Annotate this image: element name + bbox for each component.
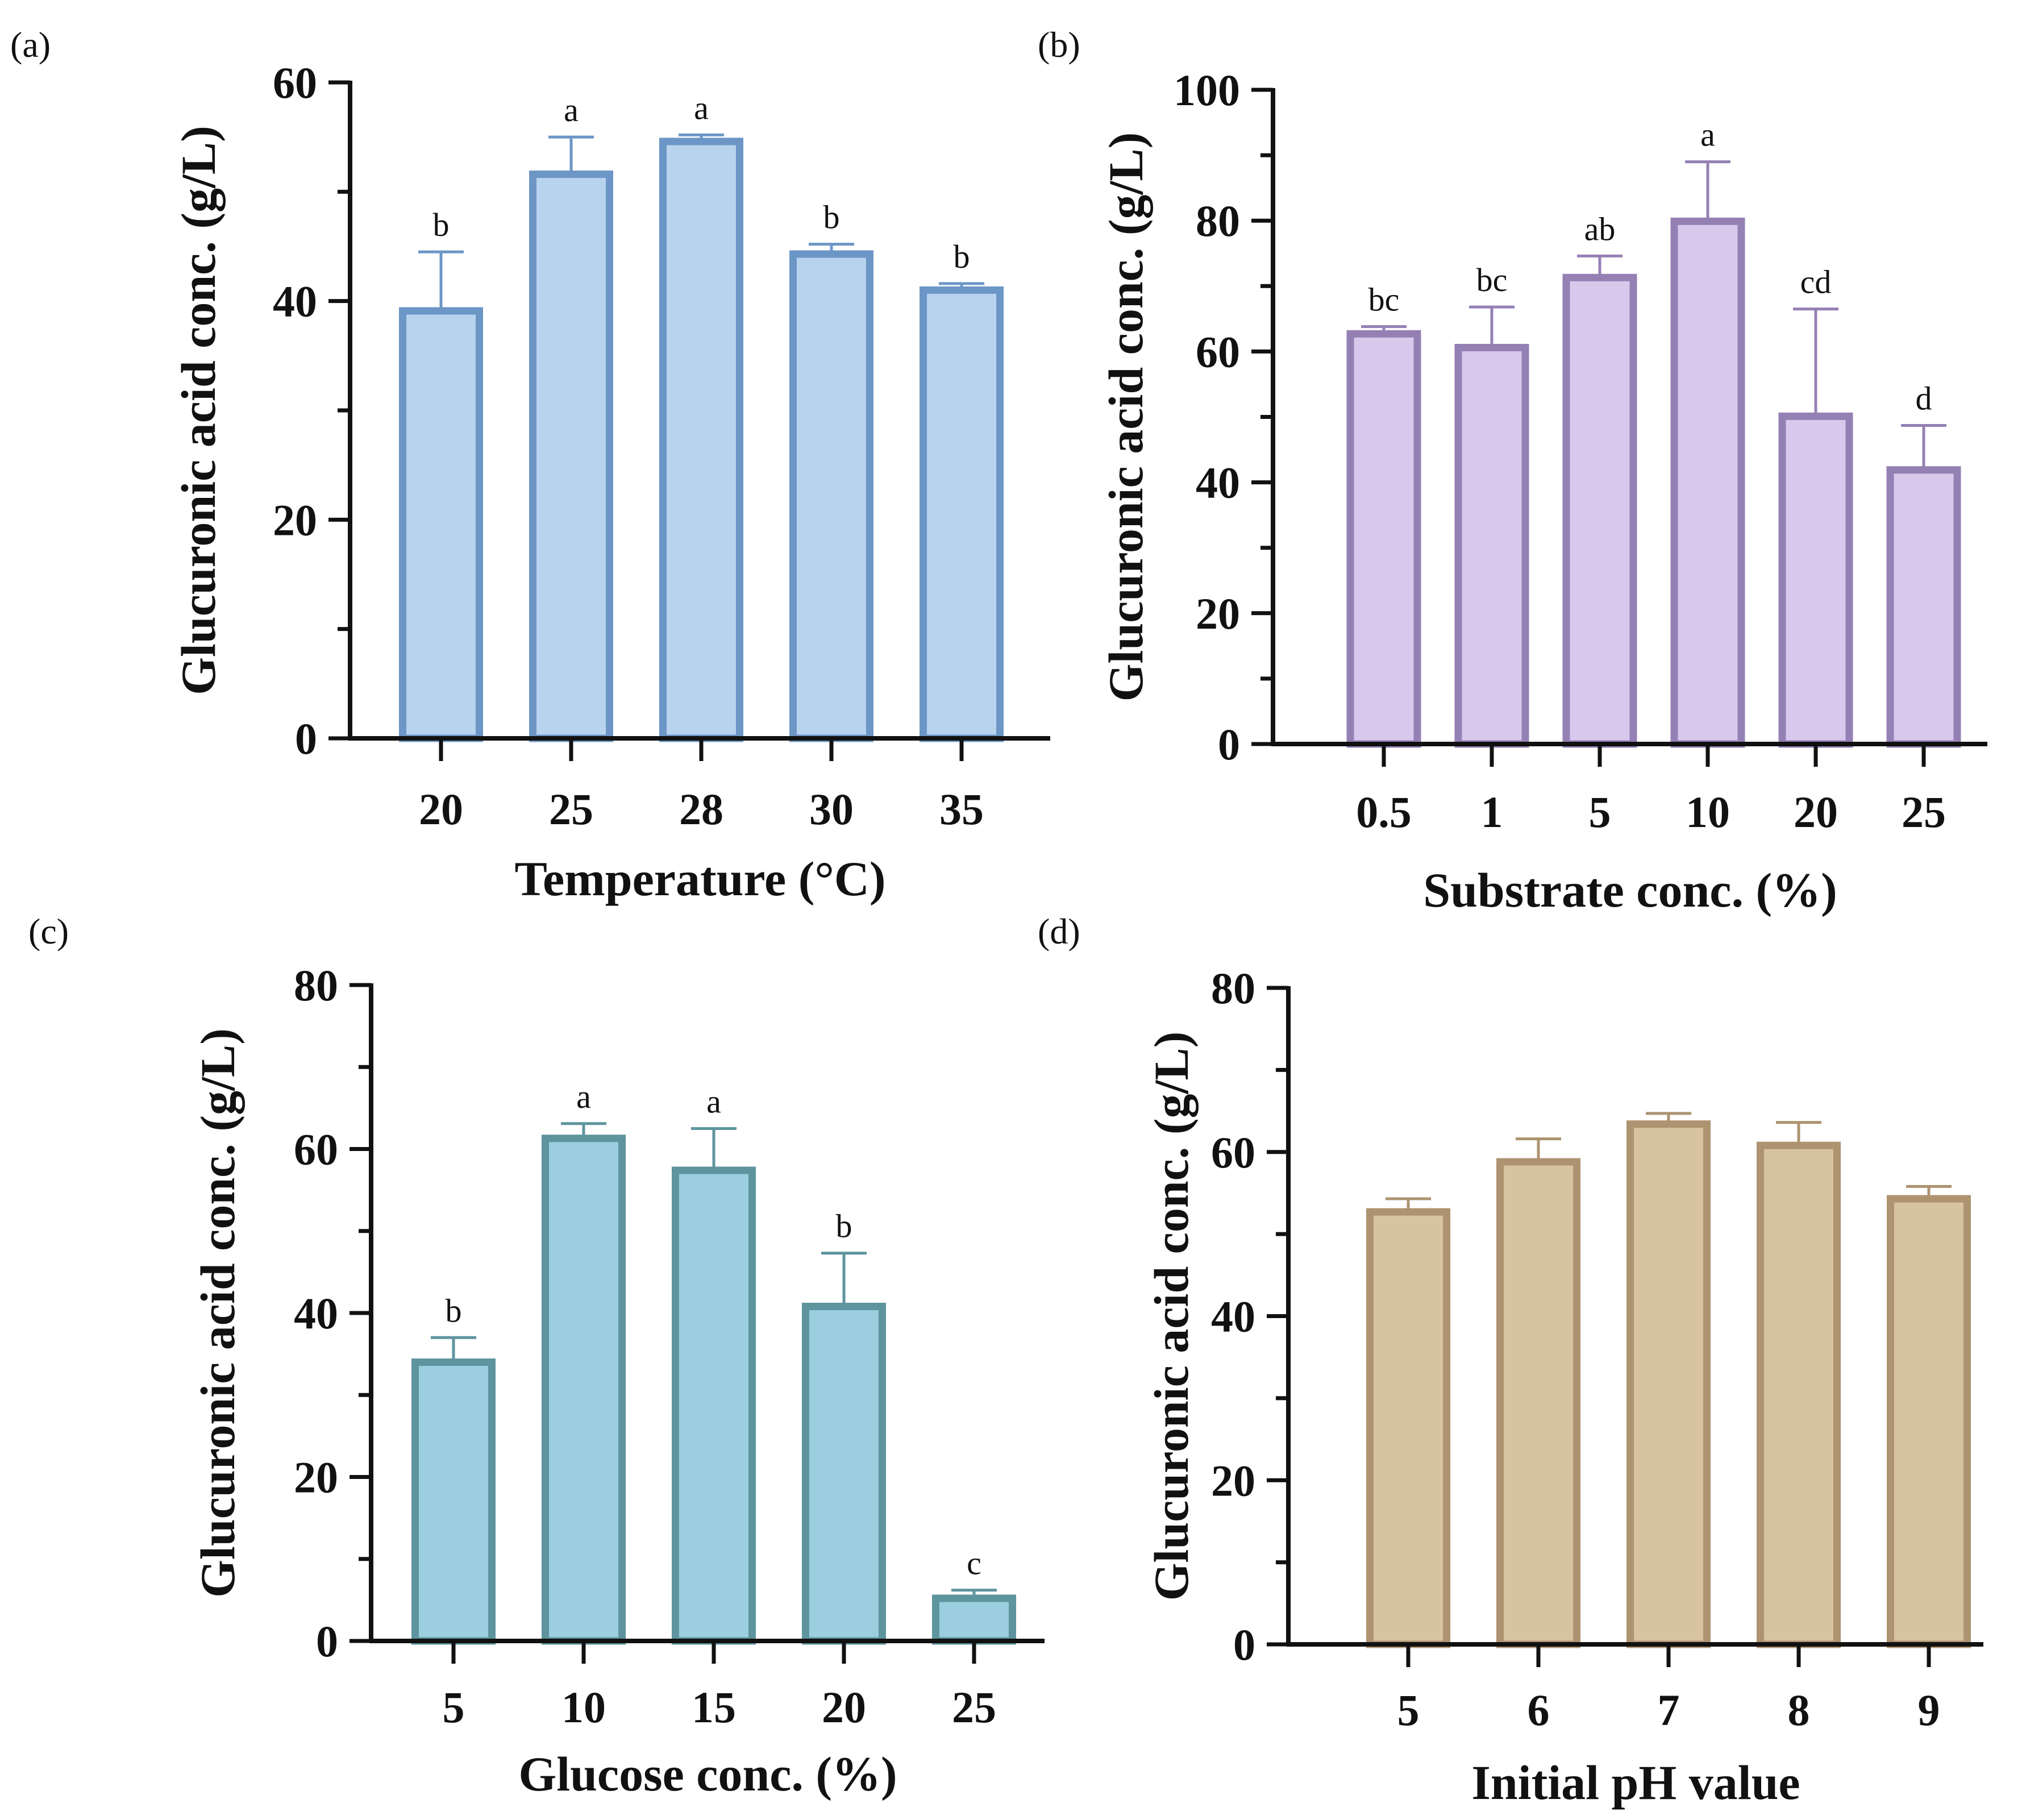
y-tick-label: 40 (294, 1289, 338, 1338)
chart-panel-a: (a) b a a b b 0 20 40 60 20 25 28 30 35 Temperature (°C… (10, 24, 1050, 906)
y-tick-label: 40 (273, 277, 317, 326)
panel-label: (c) (28, 911, 69, 951)
x-tick-label: 5 (443, 1682, 465, 1732)
y-tick-label: 20 (273, 495, 317, 545)
significance-label: b (954, 238, 970, 275)
y-tick-label: 100 (1174, 65, 1240, 115)
x-tick-label: 30 (809, 784, 854, 834)
bar (1757, 1141, 1841, 1648)
bar (1562, 273, 1637, 748)
y-tick-label: 20 (1211, 1456, 1255, 1505)
bar (789, 250, 873, 742)
bar (659, 138, 743, 742)
significance-label: a (694, 89, 709, 126)
panel-label: (a) (10, 24, 51, 65)
significance-label: a (1700, 117, 1715, 153)
significance-label: b (446, 1292, 462, 1329)
chart-panel-d: (d) 0 20 40 60 80 5 6 7 8 9 Initial pH value Glucuro… (1038, 911, 1983, 1810)
bar (920, 286, 1004, 742)
x-tick-label: 10 (561, 1682, 606, 1732)
significance-label: b (823, 199, 840, 236)
x-tick-label: 8 (1788, 1685, 1810, 1735)
x-tick-label: 28 (679, 784, 723, 834)
bar (1887, 1195, 1971, 1648)
significance-label: cd (1800, 264, 1832, 301)
significance-label: bc (1476, 261, 1508, 298)
x-tick-label: 0.5 (1356, 787, 1412, 837)
bar (1496, 1158, 1580, 1648)
x-tick-label: 7 (1658, 1685, 1680, 1735)
y-tick-label: 60 (273, 58, 317, 107)
x-tick-label: 25 (952, 1682, 996, 1732)
bar (542, 1135, 626, 1645)
y-axis-title: Glucuronic acid conc. (g/L) (1099, 132, 1153, 702)
x-tick-label: 1 (1481, 787, 1503, 837)
y-tick-label: 40 (1196, 458, 1240, 508)
y-tick-label: 80 (294, 961, 338, 1010)
y-axis-title: Glucuronic acid conc. (g/L) (1144, 1032, 1199, 1601)
y-tick-label: 0 (1233, 1620, 1255, 1669)
y-axis-title: Glucuronic acid conc. (g/L) (190, 1028, 245, 1598)
significance-label: d (1916, 380, 1932, 417)
y-axis-title: Glucuronic acid conc. (g/L) (171, 126, 226, 695)
x-tick-label: 20 (419, 784, 463, 834)
bar (1346, 330, 1421, 748)
y-tick-label: 80 (1211, 963, 1255, 1013)
bar (1886, 466, 1961, 748)
x-tick-label: 20 (1794, 787, 1838, 837)
y-tick-label: 20 (1196, 589, 1240, 638)
x-tick-label: 10 (1686, 787, 1730, 837)
significance-label: a (576, 1078, 591, 1115)
x-axis-title: Substrate conc. (%) (1423, 863, 1837, 917)
bar (1670, 217, 1745, 748)
significance-label: bc (1368, 281, 1400, 318)
bar (1778, 412, 1853, 748)
y-tick-label: 0 (316, 1617, 338, 1666)
significance-label: a (564, 92, 579, 128)
x-tick-label: 25 (549, 784, 593, 834)
x-tick-label: 15 (692, 1682, 736, 1732)
y-tick-label: 0 (295, 714, 317, 763)
panel-label: (b) (1038, 24, 1080, 65)
significance-label: a (706, 1083, 721, 1120)
x-tick-label: 35 (939, 784, 984, 834)
bar (399, 307, 483, 742)
significance-label: b (433, 206, 450, 243)
x-tick-label: 5 (1589, 787, 1611, 837)
chart-panel-b: (b) bc bc ab a cd d 0 20 40 60 80 100 0.5 1 5 10 20 25 Subs… (1038, 24, 1987, 917)
bar (1454, 343, 1529, 748)
x-axis-title: Initial pH value (1471, 1755, 1800, 1810)
y-tick-label: 60 (294, 1125, 338, 1174)
bar (411, 1358, 496, 1645)
x-tick-label: 6 (1528, 1685, 1550, 1735)
bar (802, 1302, 886, 1645)
y-tick-label: 40 (1211, 1292, 1255, 1341)
significance-label: c (967, 1545, 981, 1582)
x-tick-label: 5 (1397, 1685, 1420, 1735)
x-axis-title: Temperature (°C) (515, 851, 886, 906)
chart-panel-c: (c) b a a b c 0 20 40 60 80 5 10 15 20 25 Glucose conc. … (28, 911, 1045, 1801)
bar (672, 1166, 756, 1645)
y-tick-label: 80 (1196, 196, 1240, 246)
bar (932, 1594, 1016, 1645)
bar (529, 171, 613, 742)
y-tick-label: 60 (1211, 1128, 1255, 1177)
x-tick-label: 9 (1918, 1685, 1940, 1735)
bar (1626, 1120, 1711, 1648)
y-tick-label: 60 (1196, 327, 1240, 376)
bar (1366, 1208, 1450, 1648)
significance-label: ab (1584, 210, 1616, 247)
x-axis-title: Glucose conc. (%) (518, 1747, 897, 1801)
y-tick-label: 0 (1218, 720, 1240, 769)
x-tick-label: 25 (1902, 787, 1946, 837)
panel-label: (d) (1038, 911, 1080, 951)
significance-label: b (836, 1208, 852, 1245)
y-tick-label: 20 (294, 1453, 338, 1502)
x-tick-label: 20 (822, 1682, 866, 1732)
